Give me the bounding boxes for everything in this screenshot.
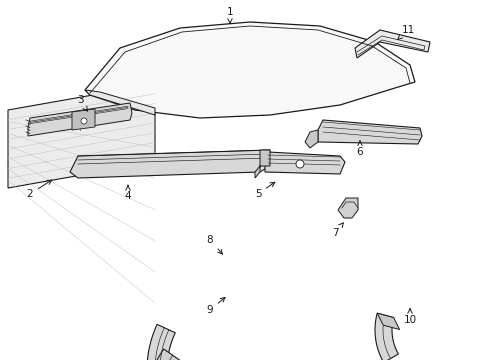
Polygon shape — [337, 198, 357, 218]
Text: 9: 9 — [206, 297, 224, 315]
Circle shape — [295, 160, 304, 168]
Text: 1: 1 — [226, 7, 233, 23]
Text: 10: 10 — [403, 309, 416, 325]
Text: 4: 4 — [124, 185, 131, 201]
Polygon shape — [72, 109, 95, 130]
Polygon shape — [254, 150, 269, 178]
Polygon shape — [85, 22, 414, 118]
Polygon shape — [376, 313, 399, 329]
Circle shape — [81, 118, 87, 124]
Text: 5: 5 — [254, 182, 274, 199]
Text: 6: 6 — [356, 141, 363, 157]
Polygon shape — [28, 103, 132, 136]
Text: 8: 8 — [206, 235, 222, 254]
Text: 3: 3 — [77, 95, 87, 111]
Text: 11: 11 — [397, 25, 414, 40]
Polygon shape — [305, 130, 317, 148]
Polygon shape — [317, 120, 421, 144]
Text: 2: 2 — [27, 180, 52, 199]
Text: 7: 7 — [331, 223, 343, 238]
Polygon shape — [264, 152, 345, 174]
Polygon shape — [147, 324, 175, 360]
Polygon shape — [374, 313, 398, 360]
Polygon shape — [70, 150, 269, 178]
Polygon shape — [85, 90, 155, 115]
Polygon shape — [354, 30, 429, 58]
Polygon shape — [8, 84, 155, 188]
Polygon shape — [142, 349, 182, 360]
